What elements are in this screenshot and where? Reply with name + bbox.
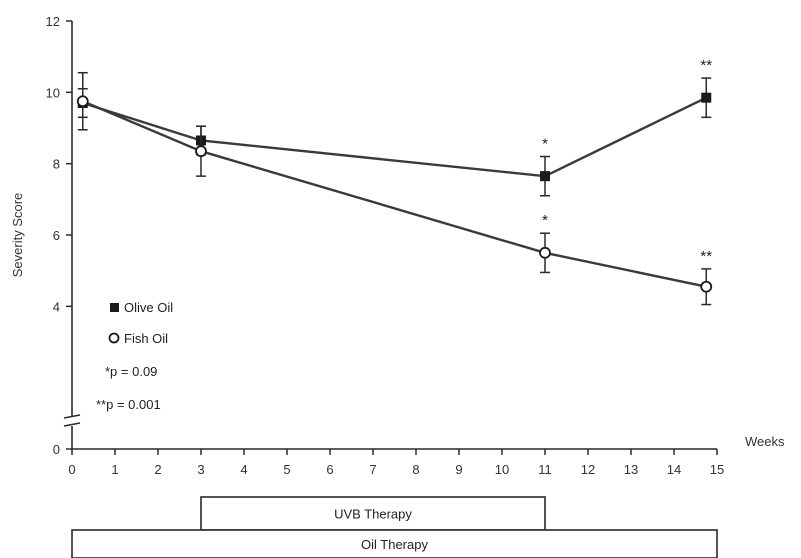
series-line [82, 96, 707, 178]
x-tick-label: 0 [68, 462, 75, 477]
y-tick-label: 8 [53, 157, 60, 172]
data-point [701, 92, 712, 103]
significance-label: ** [700, 248, 712, 265]
x-tick-label: 4 [240, 462, 247, 477]
series-line [82, 100, 707, 288]
x-tick-label: 6 [326, 462, 333, 477]
legend-fish-marker [108, 332, 120, 344]
therapy-periods: UVB Therapy Oil Therapy [71, 496, 718, 558]
x-tick-label: 9 [455, 462, 462, 477]
x-tick-label: 8 [412, 462, 419, 477]
significance-label: ** [700, 57, 712, 74]
x-tick-label: 13 [624, 462, 638, 477]
x-tick-label: 5 [283, 462, 290, 477]
significance-label: * [542, 212, 548, 229]
therapy-period-label: UVB Therapy [334, 507, 412, 522]
y-tick-label: 12 [46, 14, 60, 29]
x-tick-label: 11 [538, 462, 552, 477]
legend: Olive Oil Fish Oil *p = 0.09 **p = 0.001 [96, 300, 173, 412]
therapy-period-box [200, 496, 546, 531]
x-tick-label: 2 [154, 462, 161, 477]
y-tick-label: 4 [53, 299, 60, 314]
x-tick-label: 3 [197, 462, 204, 477]
series-layer: ****** [76, 57, 713, 306]
legend-fish-label: Fish Oil [124, 331, 168, 346]
p-value-annotation-1: *p = 0.09 [105, 364, 157, 379]
x-tick-label: 7 [369, 462, 376, 477]
therapy-period-box [71, 529, 718, 558]
y-tick-label: 0 [53, 442, 60, 457]
significance-label: * [542, 136, 548, 153]
legend-olive-label: Olive Oil [124, 300, 173, 315]
data-point [539, 246, 551, 259]
x-tick-label: 10 [495, 462, 509, 477]
x-axis-label: Weeks [745, 434, 785, 449]
therapy-period-label: Oil Therapy [361, 537, 428, 552]
x-tick-label: 15 [710, 462, 724, 477]
y-axis-label: Severity Score [10, 193, 25, 278]
axes [63, 21, 717, 450]
legend-olive-marker [110, 303, 119, 312]
data-point [540, 171, 550, 182]
y-axis-break-mark [63, 414, 81, 419]
p-value-annotation-2: **p = 0.001 [96, 397, 161, 412]
x-tick-label: 12 [581, 462, 595, 477]
x-tick-label: 1 [111, 462, 118, 477]
data-point [76, 95, 89, 108]
y-tick-label: 10 [46, 85, 60, 100]
data-point [195, 145, 207, 158]
x-tick-label: 14 [667, 462, 681, 477]
data-point [700, 280, 713, 293]
y-tick-label: 6 [53, 228, 60, 243]
y-axis-break-mark [63, 422, 81, 427]
